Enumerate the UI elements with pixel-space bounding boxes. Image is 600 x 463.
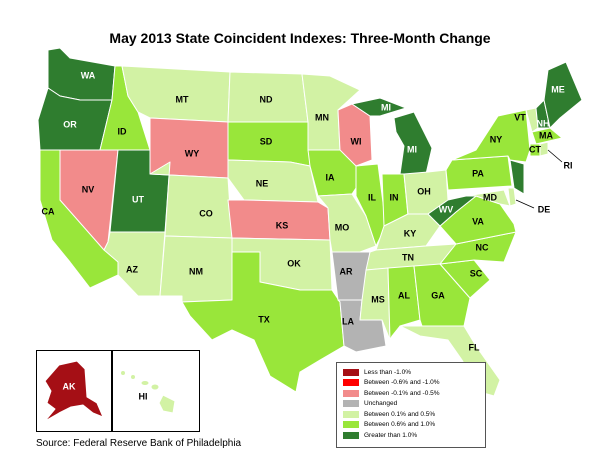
alaska-inset: AK bbox=[36, 350, 112, 432]
label-UT: UT bbox=[132, 194, 144, 204]
label-ME: ME bbox=[551, 84, 565, 94]
hawaii-inset: HI bbox=[112, 350, 200, 432]
label-NE: NE bbox=[256, 178, 269, 188]
legend-swatch bbox=[343, 421, 359, 429]
alaska-map: AK bbox=[44, 360, 104, 422]
label-RI: RI bbox=[564, 160, 573, 170]
label-NH: NH bbox=[537, 118, 550, 128]
legend-item: Between 0.6% and 1.0% bbox=[343, 420, 479, 431]
label-IL: IL bbox=[368, 192, 377, 202]
legend-item: Greater than 1.0% bbox=[343, 430, 479, 441]
legend-item: Unchanged bbox=[343, 399, 479, 410]
label-AR: AR bbox=[340, 266, 353, 276]
legend-label: Between 0.6% and 1.0% bbox=[364, 421, 436, 429]
label-MI: MI bbox=[407, 144, 417, 154]
legend-label: Greater than 1.0% bbox=[364, 431, 418, 439]
label-MO: MO bbox=[335, 222, 350, 232]
label-SD: SD bbox=[260, 136, 273, 146]
legend-item: Less than -1.0% bbox=[343, 367, 479, 378]
de-leader-line bbox=[515, 199, 535, 209]
legend-swatch bbox=[343, 389, 359, 397]
state-NE[interactable] bbox=[227, 159, 319, 203]
state-labels: WA OR CA ID NV UT AZ MT WY CO NM ND SD N… bbox=[42, 70, 573, 352]
state-MD[interactable] bbox=[465, 189, 511, 207]
state-ME[interactable] bbox=[543, 61, 583, 129]
label-FL: FL bbox=[469, 342, 480, 352]
label-VA: VA bbox=[472, 216, 484, 226]
label-SC: SC bbox=[470, 268, 483, 278]
label-VT: VT bbox=[514, 112, 526, 122]
label-DE: DE bbox=[538, 204, 551, 214]
label-CT: CT bbox=[529, 144, 541, 154]
state-IL[interactable] bbox=[355, 163, 387, 247]
legend-swatch bbox=[343, 410, 359, 418]
hawaii-map: HI bbox=[120, 370, 176, 414]
label-NC: NC bbox=[476, 242, 489, 252]
label-OR: OR bbox=[63, 119, 77, 129]
label-NY: NY bbox=[490, 134, 503, 144]
source-note: Source: Federal Reserve Bank of Philadel… bbox=[36, 438, 242, 449]
legend-label: Unchanged bbox=[364, 400, 398, 408]
state-TX[interactable] bbox=[181, 251, 345, 393]
label-PA: PA bbox=[472, 168, 484, 178]
label-KY: KY bbox=[404, 228, 417, 238]
label-ND: ND bbox=[260, 94, 273, 104]
legend-item: Between -0.6% and -1.0% bbox=[343, 378, 479, 389]
state-HI[interactable] bbox=[120, 370, 176, 414]
label-OH: OH bbox=[417, 186, 431, 196]
state-MI[interactable] bbox=[393, 111, 433, 175]
state-DE[interactable] bbox=[507, 187, 517, 207]
label-MI-upper: MI bbox=[381, 102, 391, 112]
legend-label: Less than -1.0% bbox=[364, 368, 411, 376]
label-KS: KS bbox=[276, 220, 289, 230]
label-IA: IA bbox=[326, 172, 336, 182]
label-OK: OK bbox=[287, 258, 301, 268]
map-title: May 2013 State Coincident Indexes: Three… bbox=[109, 30, 491, 46]
legend-item: Between -0.1% and -0.5% bbox=[343, 388, 479, 399]
label-NJ: NJ bbox=[530, 180, 542, 190]
legend-swatch bbox=[343, 379, 359, 387]
legend-label: Between -0.1% and -0.5% bbox=[364, 389, 440, 397]
label-MD: MD bbox=[483, 192, 497, 202]
label-MA: MA bbox=[539, 130, 553, 140]
legend-swatch bbox=[343, 400, 359, 408]
state-PA[interactable] bbox=[445, 155, 513, 191]
label-MS: MS bbox=[371, 294, 385, 304]
label-LA: LA bbox=[342, 316, 354, 326]
label-WI: WI bbox=[351, 136, 362, 146]
state-NC[interactable] bbox=[439, 231, 517, 265]
legend-swatch bbox=[343, 431, 359, 439]
label-WV: WV bbox=[439, 204, 454, 214]
label-WA: WA bbox=[81, 70, 96, 80]
legend: Less than -1.0% Between -0.6% and -1.0% Be… bbox=[336, 362, 486, 448]
legend-swatch bbox=[343, 368, 359, 376]
ri-leader-line bbox=[547, 149, 563, 163]
state-AK[interactable] bbox=[44, 360, 104, 422]
label-ID: ID bbox=[118, 126, 128, 136]
label-NM: NM bbox=[189, 266, 203, 276]
label-MN: MN bbox=[315, 112, 329, 122]
label-TN: TN bbox=[402, 252, 414, 262]
legend-item: Between 0.1% and 0.5% bbox=[343, 409, 479, 420]
label-CA: CA bbox=[42, 206, 55, 216]
legend-label: Between -0.6% and -1.0% bbox=[364, 379, 440, 387]
label-GA: GA bbox=[431, 290, 445, 300]
label-IN: IN bbox=[390, 192, 399, 202]
label-AK: AK bbox=[63, 381, 76, 391]
state-MA[interactable] bbox=[531, 127, 563, 145]
legend-label: Between 0.1% and 0.5% bbox=[364, 410, 436, 418]
state-RI[interactable] bbox=[539, 141, 549, 157]
label-TX: TX bbox=[258, 314, 270, 324]
label-WY: WY bbox=[185, 148, 200, 158]
label-HI: HI bbox=[139, 391, 148, 401]
label-AZ: AZ bbox=[126, 264, 138, 274]
state-NJ[interactable] bbox=[509, 159, 525, 195]
state-MI-upper[interactable] bbox=[351, 97, 407, 117]
label-CO: CO bbox=[199, 208, 213, 218]
label-MT: MT bbox=[176, 94, 189, 104]
label-NV: NV bbox=[82, 184, 95, 194]
label-AL: AL bbox=[398, 290, 410, 300]
